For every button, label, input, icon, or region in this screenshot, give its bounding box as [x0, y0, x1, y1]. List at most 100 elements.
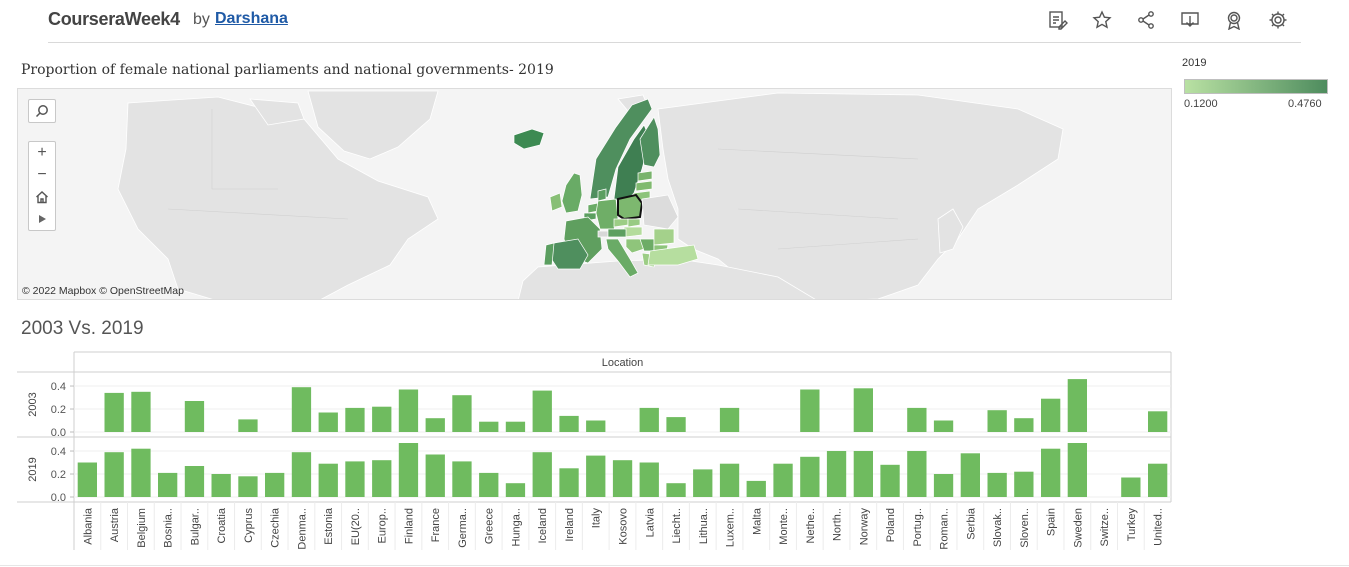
- bar-2019-25: [746, 480, 766, 497]
- play-icon[interactable]: [29, 208, 55, 230]
- x-category-label: EU(20..: [350, 508, 362, 545]
- bar-2019-1: [104, 452, 124, 497]
- bar-2003-29: [853, 388, 873, 432]
- edit-icon[interactable]: [1047, 9, 1069, 31]
- bar-2003-10: [345, 407, 365, 432]
- bar-2019-26: [773, 463, 793, 497]
- x-category-label: Ireland: [564, 508, 576, 542]
- bar-2003-21: [639, 407, 659, 432]
- bar-2019-33: [960, 453, 980, 497]
- x-category-label: Monte..: [778, 508, 790, 545]
- x-category-label: Turkey: [1126, 508, 1138, 542]
- bar-2003-36: [1041, 398, 1061, 432]
- y-tick-label: 0.2: [51, 469, 66, 481]
- bar-2019-20: [612, 460, 633, 497]
- bar-2019-9: [318, 463, 338, 497]
- x-category-label: Spain: [1046, 508, 1058, 536]
- bar-2003-40: [1148, 411, 1168, 432]
- x-category-label: Liecht..: [671, 508, 683, 543]
- x-category-label: Hunga..: [510, 508, 522, 547]
- bar-2019-8: [291, 452, 312, 497]
- bar-2003-2: [131, 391, 151, 432]
- map-title: Proportion of female national parliament…: [21, 62, 554, 78]
- x-category-label: Norway: [858, 508, 870, 546]
- y-tick-label: 0.0: [51, 492, 66, 504]
- bar-2003-27: [800, 389, 820, 432]
- search-icon[interactable]: [29, 100, 55, 122]
- bar-2019-0: [77, 462, 97, 497]
- bar-2019-12: [398, 443, 419, 497]
- x-category-label: Europ..: [377, 508, 389, 543]
- map-view[interactable]: + − © 2022 Mapbox © OpenStreetMap: [17, 88, 1172, 300]
- bar-2019-18: [559, 468, 579, 497]
- bar-2019-7: [265, 472, 285, 497]
- bar-2019-15: [479, 472, 499, 497]
- viz-title: CourseraWeek4: [48, 9, 180, 29]
- bar-2003-4: [184, 401, 205, 432]
- bar-2019-27: [800, 456, 820, 497]
- zoom-out-icon[interactable]: −: [37, 166, 47, 183]
- bar-2019-16: [505, 483, 526, 497]
- x-category-label: Greece: [484, 508, 496, 544]
- bar-2019-4: [184, 466, 205, 497]
- bar-2019-14: [452, 461, 472, 497]
- bar-2019-2: [131, 448, 151, 497]
- bar-2019-31: [907, 451, 927, 497]
- bar-2019-29: [853, 451, 873, 497]
- bar-2019-24: [719, 463, 740, 497]
- y-tick-label: 0.4: [51, 446, 66, 458]
- bar-2019-10: [345, 461, 365, 497]
- bar-2003-22: [666, 417, 686, 432]
- download-icon[interactable]: [1179, 9, 1201, 31]
- share-icon[interactable]: [1135, 9, 1157, 31]
- x-category-label: Estonia: [323, 507, 335, 545]
- map-attribution: © 2022 Mapbox © OpenStreetMap: [22, 285, 184, 297]
- x-category-label: Italy: [591, 508, 603, 529]
- x-category-label: Kosovo: [618, 508, 630, 545]
- bar-2019-34: [987, 472, 1007, 497]
- bar-2003-32: [933, 420, 954, 432]
- bar-2019-6: [238, 476, 258, 497]
- map-canvas[interactable]: [18, 89, 1172, 300]
- bar-2003-16: [505, 421, 526, 432]
- row-label-2003: 2003: [27, 392, 39, 416]
- x-category-label: Cyprus: [243, 508, 255, 543]
- star-icon[interactable]: [1091, 9, 1113, 31]
- legend-min-label: 0.1200: [1184, 98, 1218, 110]
- bar-2003-14: [452, 395, 472, 432]
- x-category-label: Slovak..: [992, 508, 1004, 547]
- bar-2003-8: [291, 387, 312, 432]
- x-category-label: Portug..: [912, 508, 924, 547]
- bar-2019-39: [1121, 477, 1141, 497]
- x-category-label: Iceland: [537, 508, 549, 543]
- y-tick-label: 0.2: [51, 404, 66, 416]
- bar-2003-18: [559, 415, 579, 432]
- x-category-label: Malta: [751, 507, 763, 535]
- bar-2003-12: [398, 389, 419, 432]
- bar-2003-11: [372, 406, 392, 432]
- map-search-control: [28, 99, 56, 123]
- bar-2003-31: [907, 407, 927, 432]
- author-link[interactable]: Darshana: [215, 10, 288, 27]
- bar-2019-11: [372, 460, 392, 497]
- bar-2019-40: [1148, 463, 1168, 497]
- award-icon[interactable]: [1223, 9, 1245, 31]
- bar-2003-37: [1067, 379, 1087, 432]
- x-category-label: Bulgar..: [189, 508, 201, 545]
- zoom-in-icon[interactable]: +: [37, 144, 47, 161]
- bar-2019-17: [532, 452, 552, 497]
- bar-2003-1: [104, 392, 124, 432]
- x-category-label: Latvia: [644, 507, 656, 537]
- bar-2003-15: [479, 421, 499, 432]
- legend-gradient: [1184, 79, 1328, 94]
- bar-2019-36: [1041, 448, 1061, 497]
- x-category-label: Nethe..: [805, 508, 817, 543]
- bar-2003-17: [532, 390, 552, 432]
- bar-chart: Location 0.4 0.2 0.0 2003 0.4 0.2 0.0 2019 Albani…: [17, 351, 1172, 550]
- home-icon[interactable]: [29, 186, 55, 208]
- gear-icon[interactable]: [1267, 9, 1289, 31]
- bar-2003-9: [318, 412, 338, 432]
- x-category-label: Lithua..: [698, 508, 710, 544]
- bar-2003-34: [987, 410, 1007, 432]
- x-category-label: Serbia: [965, 507, 977, 540]
